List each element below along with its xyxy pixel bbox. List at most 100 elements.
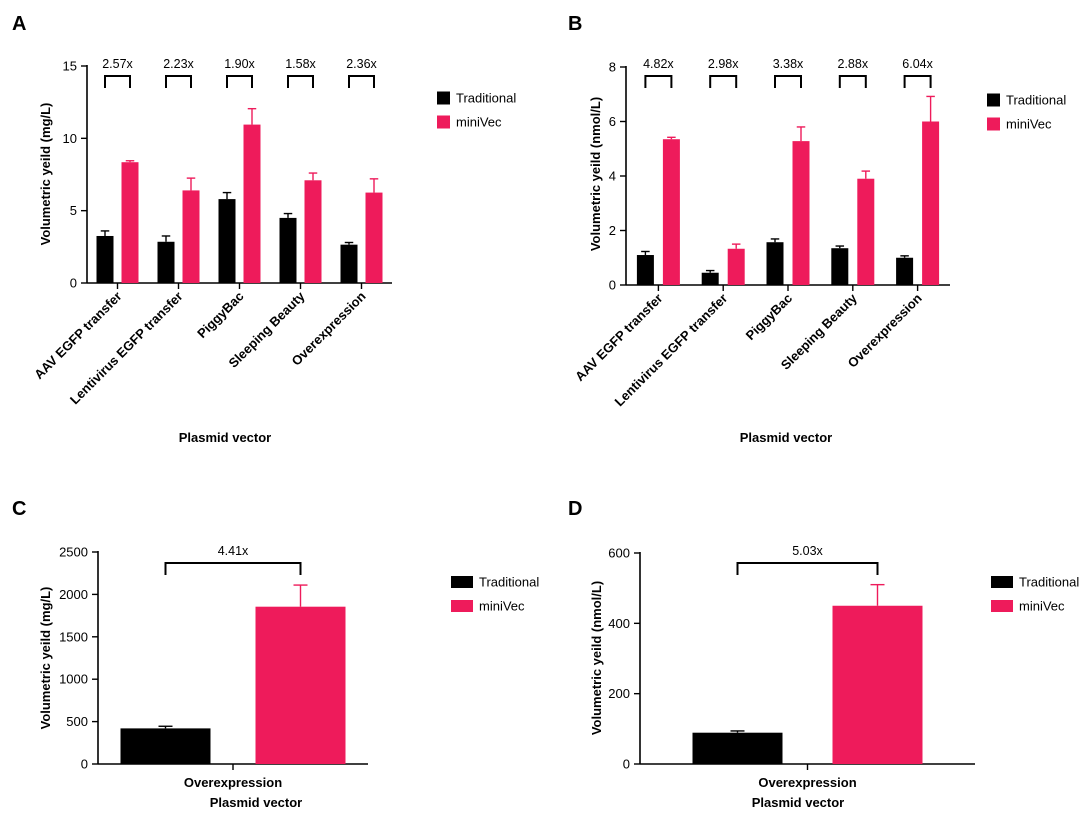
bar-minivec-lentivirus-egfp-transfer	[182, 190, 200, 283]
fold-change-label: 2.88x	[838, 57, 869, 71]
legend-label-traditional: Traditional	[479, 575, 539, 590]
x-axis-title: Plasmid vector	[752, 795, 845, 810]
bar-minivec-overexpression	[365, 192, 383, 283]
y-tick-label: 400	[608, 616, 630, 631]
bar-minivec-sleeping-beauty	[304, 180, 322, 283]
y-tick-label: 1000	[59, 672, 88, 687]
category-label: Overexpression	[184, 775, 282, 790]
fold-change-bracket	[287, 75, 314, 88]
fold-change-label: 4.82x	[643, 57, 674, 71]
fold-change-label: 6.04x	[902, 57, 933, 71]
bar-traditional-sleeping-beauty	[831, 248, 849, 285]
bar-traditional-piggybac	[218, 199, 236, 283]
fold-change-bracket	[709, 75, 738, 88]
y-tick-label: 1500	[59, 629, 88, 644]
fold-change-bracket	[774, 75, 802, 88]
x-axis-title: Plasmid vector	[740, 430, 833, 445]
x-axis-title: Plasmid vector	[179, 430, 272, 445]
bar-traditional-overexpression	[692, 732, 783, 764]
y-tick-label: 10	[63, 131, 77, 146]
y-tick-label: 2500	[59, 545, 88, 560]
legend-label-minivec: miniVec	[1006, 117, 1052, 132]
panel-letter: B	[568, 13, 582, 35]
y-tick-label: 0	[623, 757, 630, 772]
panel-c: C 0 500 1000 1500 2000 2500 Plasmid vector Volum…	[12, 498, 539, 810]
bar-minivec-aav-egfp-transfer	[121, 162, 139, 283]
panel-b: B 0 2 4 6 8 Plasmid vector Volumetric yeild (nm…	[568, 13, 1066, 445]
y-tick-label: 15	[63, 59, 77, 74]
category-label: PiggyBac	[743, 291, 796, 344]
bar-minivec-piggybac	[792, 141, 810, 285]
category-label: Overexpression	[758, 775, 856, 790]
fold-change-label: 5.03x	[792, 544, 823, 558]
fold-change-bracket	[736, 562, 879, 575]
y-axis-title: Volumetric yeild (mg/L)	[38, 587, 53, 730]
panel-letter: D	[568, 498, 582, 520]
y-tick-label: 0	[81, 757, 88, 772]
legend-label-minivec: miniVec	[1019, 599, 1065, 614]
bar-minivec-piggybac	[243, 124, 261, 283]
fold-change-label: 1.90x	[224, 57, 255, 71]
fold-change-bracket	[348, 75, 375, 88]
legend-swatch-traditional	[437, 91, 450, 105]
fold-change-label: 2.23x	[163, 57, 194, 71]
legend-label-minivec: miniVec	[456, 115, 502, 130]
legend-label-traditional: Traditional	[1019, 575, 1079, 590]
bar-minivec-aav-egfp-transfer	[662, 139, 680, 285]
category-label: PiggyBac	[194, 289, 247, 342]
bar-minivec-overexpression	[255, 606, 346, 764]
y-axis-title: Volumetric yeild (nmol/L)	[589, 581, 604, 735]
y-tick-label: 600	[608, 546, 630, 561]
legend-swatch-minivec	[991, 600, 1013, 612]
category-label: Lentivirus EGFP transfer	[612, 291, 731, 410]
bar-traditional-lentivirus-egfp-transfer	[701, 272, 719, 285]
x-axis-title: Plasmid vector	[210, 795, 303, 810]
bar-minivec-sleeping-beauty	[857, 178, 875, 285]
panel-letter: C	[12, 498, 26, 520]
fold-change-label: 1.58x	[285, 57, 316, 71]
fold-change-bracket	[226, 75, 253, 88]
legend-swatch-minivec	[437, 115, 450, 129]
fold-change-label: 2.57x	[102, 57, 133, 71]
legend-swatch-traditional	[987, 93, 1000, 107]
y-tick-label: 2	[609, 223, 616, 238]
y-tick-label: 4	[609, 169, 616, 184]
fold-change-label: 3.38x	[773, 57, 804, 71]
y-tick-label: 0	[609, 278, 616, 293]
bar-traditional-overexpression	[340, 244, 358, 283]
legend-swatch-minivec	[451, 600, 473, 612]
fold-change-bracket	[104, 75, 131, 88]
bar-traditional-lentivirus-egfp-transfer	[157, 241, 175, 283]
bar-traditional-aav-egfp-transfer	[636, 255, 654, 285]
fold-change-bracket	[903, 75, 932, 88]
y-tick-label: 0	[70, 276, 77, 291]
panel-letter: A	[12, 13, 26, 35]
y-tick-label: 5	[70, 203, 77, 218]
category-label: Lentivirus EGFP transfer	[67, 289, 186, 408]
legend-swatch-traditional	[451, 576, 473, 588]
legend-label-traditional: Traditional	[1006, 93, 1066, 108]
fold-change-bracket	[644, 75, 673, 88]
y-axis-title: Volumetric yeild (mg/L)	[38, 103, 53, 246]
fold-change-label: 2.98x	[708, 57, 739, 71]
y-tick-label: 500	[66, 714, 88, 729]
bar-traditional-overexpression	[120, 728, 211, 764]
bar-traditional-overexpression	[896, 257, 914, 285]
fold-change-label: 4.41x	[218, 544, 249, 558]
y-axis-title: Volumetric yeild (nmol/L)	[588, 97, 603, 251]
legend-label-minivec: miniVec	[479, 599, 525, 614]
bar-traditional-sleeping-beauty	[279, 217, 297, 283]
panel-d: D 0 200 400 600 Plasmid vector Volumetric yeil…	[568, 498, 1079, 810]
legend-swatch-minivec	[987, 117, 1000, 131]
bar-minivec-lentivirus-egfp-transfer	[727, 248, 745, 285]
y-tick-label: 2000	[59, 587, 88, 602]
y-tick-label: 6	[609, 114, 616, 129]
legend-label-traditional: Traditional	[456, 91, 516, 106]
y-tick-label: 8	[609, 60, 616, 75]
panel-a: A 0 5 10 15 Plasmid vector Volumetric yeild (m…	[12, 13, 516, 445]
bar-traditional-piggybac	[766, 242, 784, 285]
legend-swatch-traditional	[991, 576, 1013, 588]
fold-change-label: 2.36x	[346, 57, 377, 71]
bar-minivec-overexpression	[832, 605, 923, 764]
